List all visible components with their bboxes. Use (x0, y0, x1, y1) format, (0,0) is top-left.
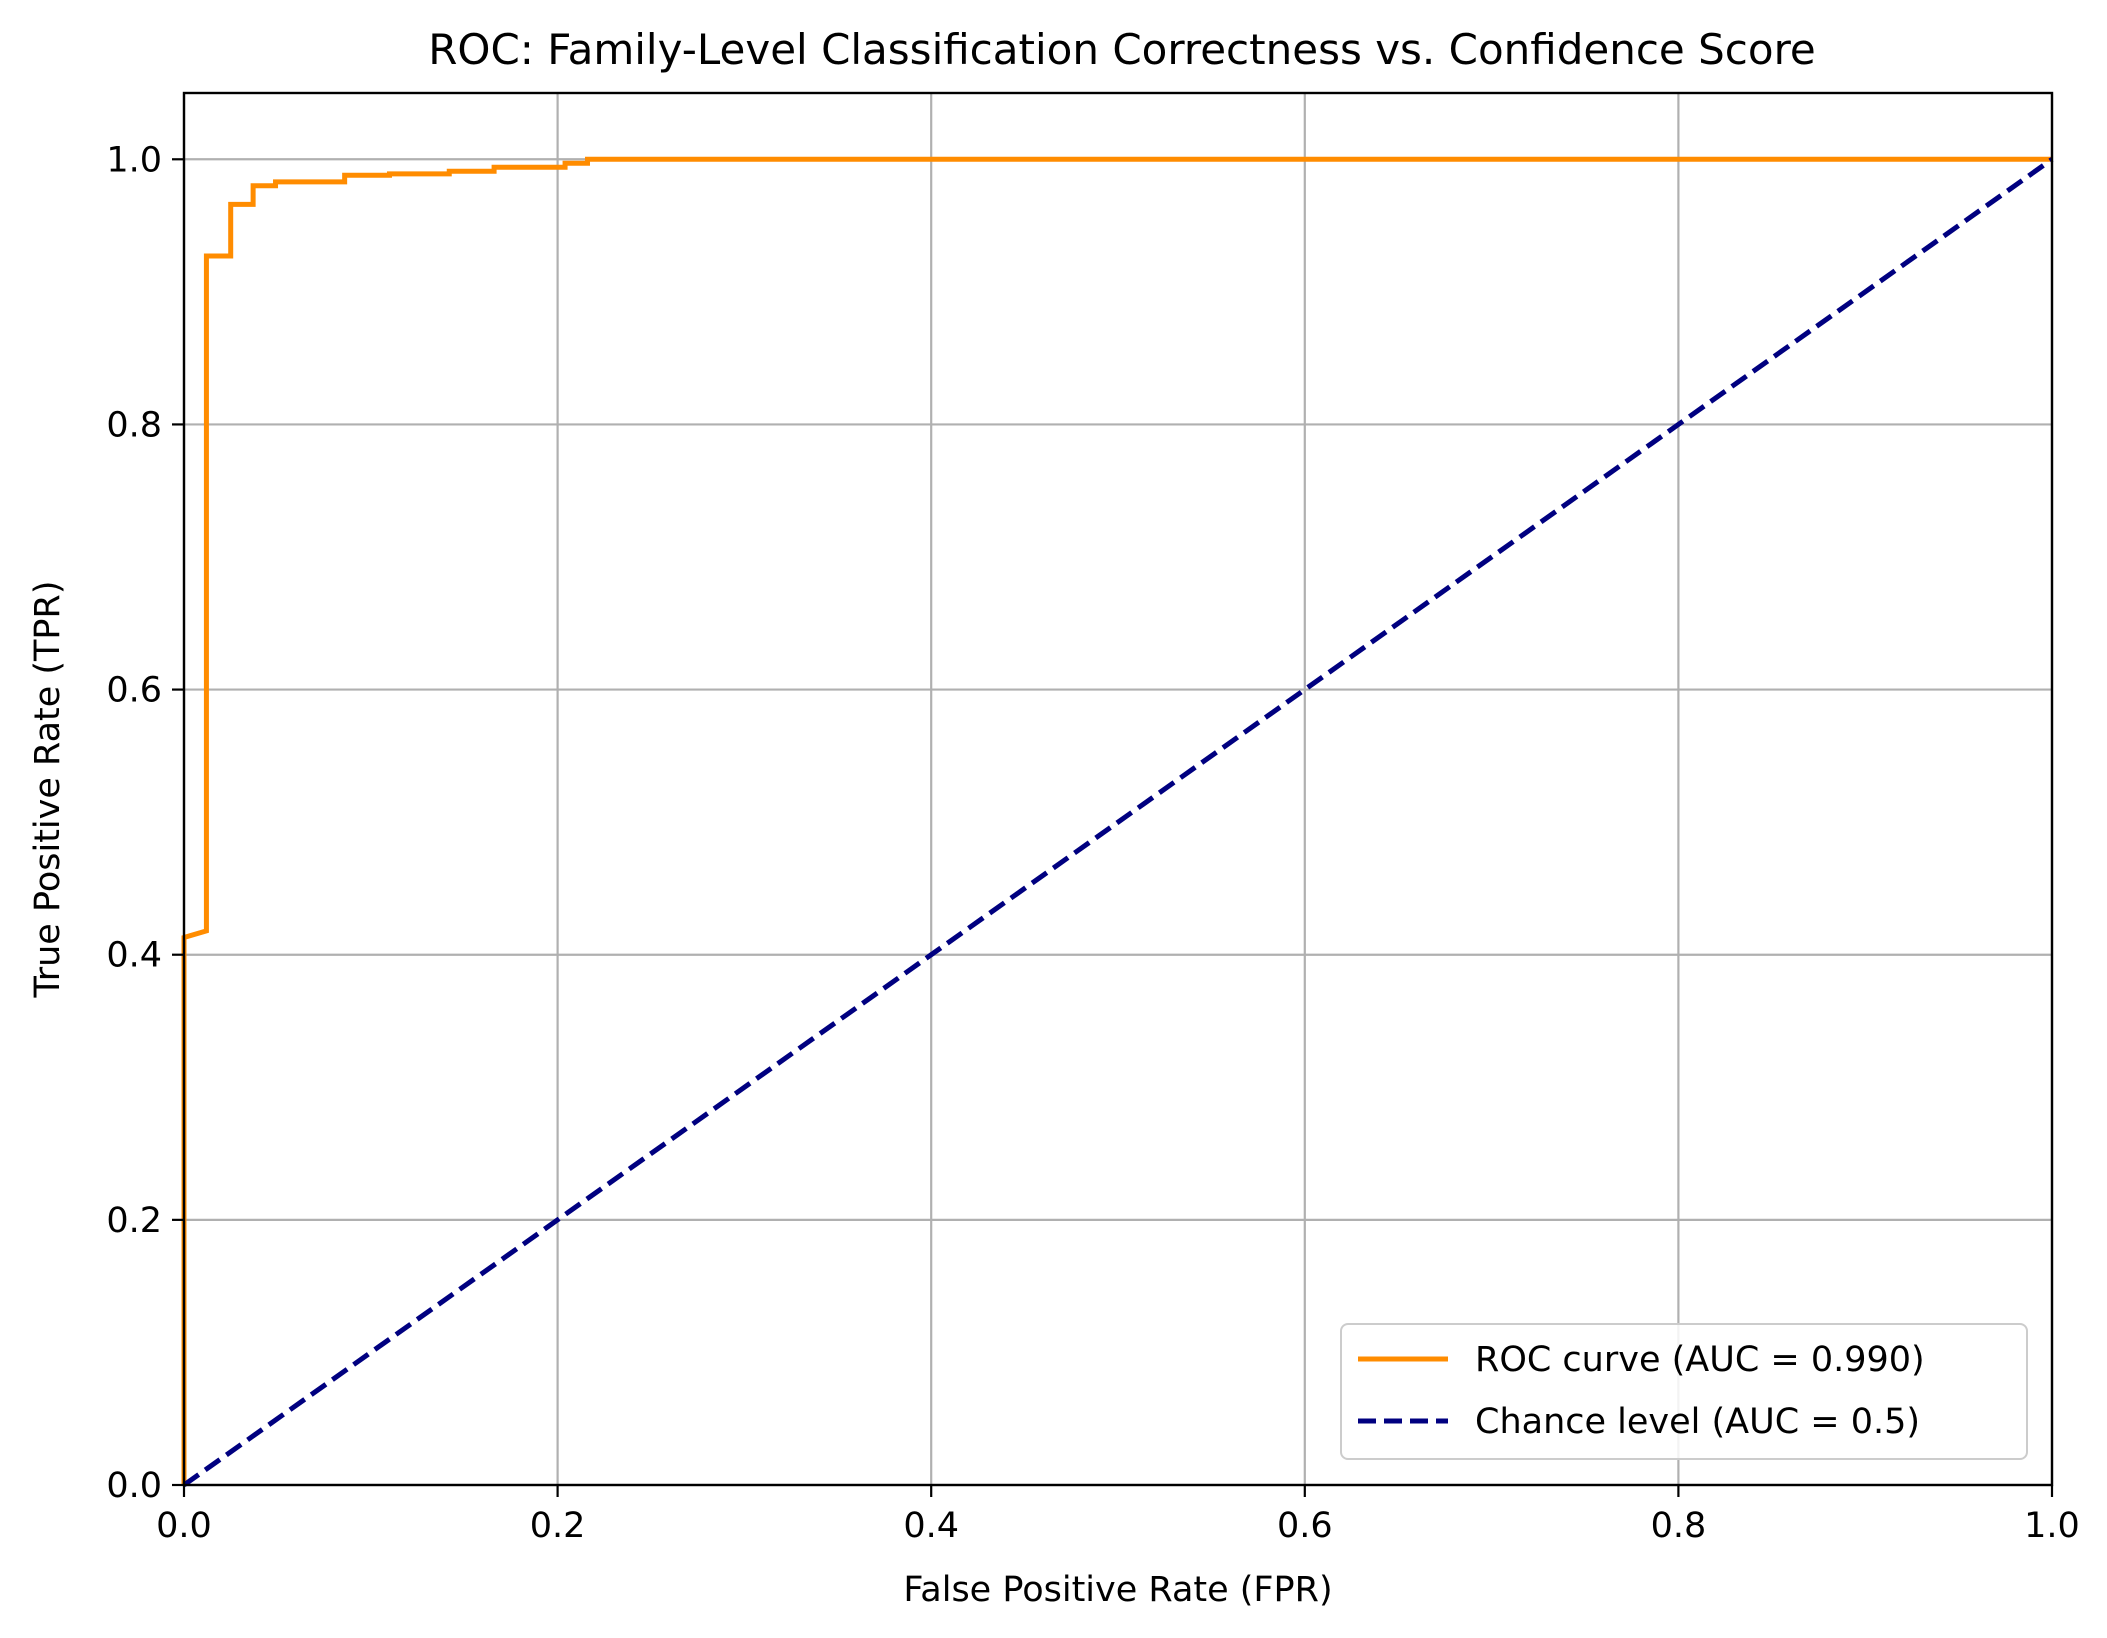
y-tick-label: 1.0 (106, 140, 162, 180)
chart-title: ROC: Family-Level Classification Correct… (428, 25, 1816, 74)
y-axis-label: True Positive Rate (TPR) (28, 580, 68, 998)
x-tick-label: 0.2 (530, 1506, 586, 1546)
legend-label-roc: ROC curve (AUC = 0.990) (1475, 1340, 1925, 1380)
roc-curve-line (181, 156, 2052, 1485)
grid (182, 93, 2054, 1487)
x-tick-label: 0.0 (156, 1506, 212, 1546)
y-tick-label: 0.4 (106, 936, 162, 976)
chance-level-line (182, 157, 2054, 1488)
x-tick-label: 1.0 (2024, 1506, 2080, 1546)
legend-box (1340, 1323, 2028, 1460)
y-tick-label: 0.8 (106, 405, 162, 445)
x-tick-label: 0.6 (1277, 1506, 1333, 1546)
x-tick-label: 0.4 (903, 1506, 959, 1546)
plot-series (181, 156, 2054, 1488)
y-tick-label: 0.2 (106, 1201, 162, 1241)
y-tick-label: 0.0 (106, 1466, 162, 1506)
legend-label-chance: Chance level (AUC = 0.5) (1475, 1402, 1920, 1442)
axis-ticks: 0.0 0.2 0.4 0.6 0.8 1.0 0.0 0.2 0.4 0.6 0.8 1.0 (106, 140, 2080, 1546)
x-tick-label: 0.8 (1651, 1506, 1707, 1546)
axes-frame (182, 91, 2054, 1487)
legend: ROC curve (AUC = 0.990) Chance level (AU… (1340, 1323, 2028, 1460)
x-axis-label: False Positive Rate (FPR) (903, 1570, 1332, 1610)
y-tick-label: 0.6 (106, 671, 162, 711)
